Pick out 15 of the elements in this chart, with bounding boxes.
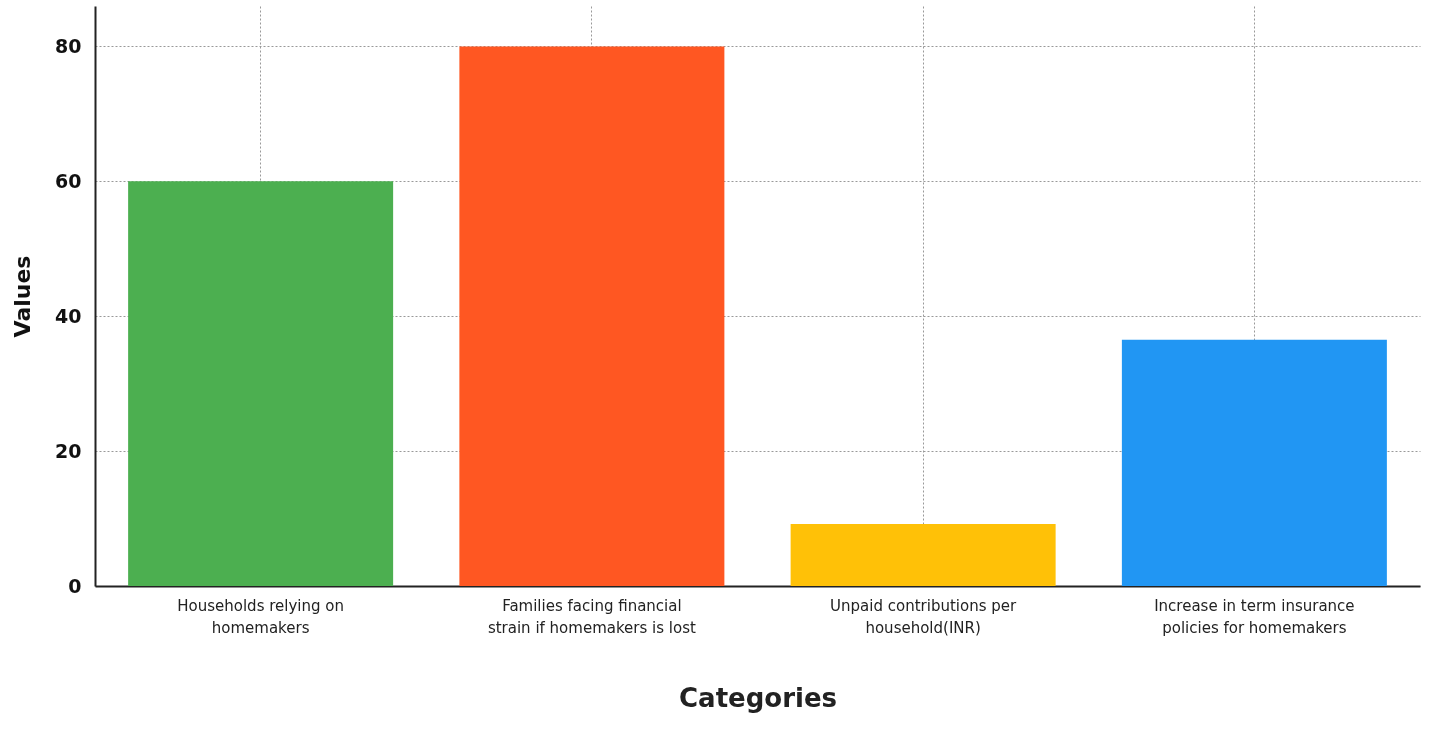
- y-tick-label: 0: [68, 574, 82, 597]
- y-tick-label: 20: [55, 439, 82, 462]
- x-tick-label: Increase in term insurance policies for homemakers: [1154, 596, 1355, 637]
- y-tick-label: 80: [55, 34, 82, 57]
- x-tick-label: Families facing financial strain if homemakers is lost: [487, 596, 696, 637]
- x-tick-label: Unpaid contributions per household(INR): [830, 596, 1017, 637]
- x-tick-label: Households relying on homemakers: [177, 596, 344, 637]
- y-tick-label: 60: [55, 169, 82, 192]
- bar: [128, 181, 394, 586]
- y-axis-title: Values: [10, 255, 36, 338]
- bar: [1121, 339, 1387, 586]
- x-axis-title: Categories: [678, 682, 838, 713]
- bar: [790, 523, 1056, 586]
- y-tick-label: 40: [55, 304, 82, 327]
- bar: [459, 46, 725, 586]
